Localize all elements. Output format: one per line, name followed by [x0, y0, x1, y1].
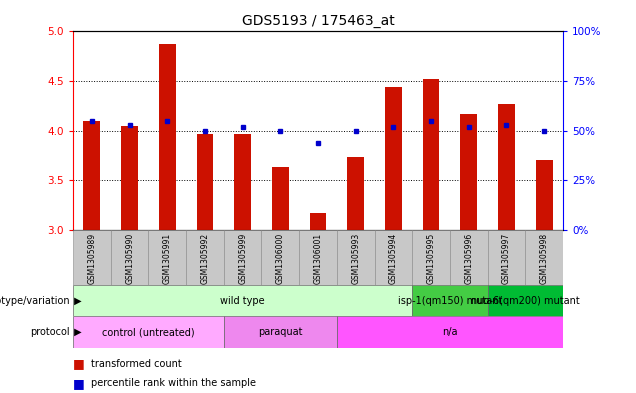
Bar: [412, 285, 488, 316]
Bar: [159, 44, 176, 230]
Bar: [83, 121, 100, 230]
Text: GSM1305996: GSM1305996: [464, 233, 473, 284]
Bar: [488, 230, 525, 285]
Text: percentile rank within the sample: percentile rank within the sample: [91, 378, 256, 388]
Bar: [224, 230, 261, 285]
Bar: [488, 285, 563, 316]
Bar: [272, 167, 289, 230]
Text: GSM1305995: GSM1305995: [427, 233, 436, 284]
Text: GSM1305991: GSM1305991: [163, 233, 172, 284]
Bar: [422, 79, 439, 230]
Bar: [299, 230, 337, 285]
Bar: [525, 230, 563, 285]
Text: nuo-6(qm200) mutant: nuo-6(qm200) mutant: [471, 296, 579, 306]
Text: ■: ■: [73, 357, 85, 370]
Text: GSM1305993: GSM1305993: [351, 233, 360, 284]
Bar: [73, 230, 111, 285]
Text: n/a: n/a: [442, 327, 457, 337]
Text: wild type: wild type: [220, 296, 265, 306]
Bar: [224, 316, 337, 348]
Bar: [347, 158, 364, 230]
Text: GSM1305997: GSM1305997: [502, 233, 511, 284]
Text: GSM1306001: GSM1306001: [314, 233, 322, 284]
Bar: [310, 213, 326, 230]
Text: isp-1(qm150) mutant: isp-1(qm150) mutant: [398, 296, 502, 306]
Bar: [73, 285, 412, 316]
Text: GSM1305999: GSM1305999: [238, 233, 247, 284]
Bar: [197, 134, 214, 230]
Text: GSM1306000: GSM1306000: [276, 233, 285, 284]
Text: ▶: ▶: [71, 296, 81, 306]
Text: GSM1305992: GSM1305992: [200, 233, 209, 284]
Bar: [385, 87, 402, 230]
Text: ■: ■: [73, 376, 85, 390]
Bar: [121, 126, 138, 230]
Bar: [536, 160, 553, 230]
Bar: [460, 114, 477, 230]
Bar: [498, 104, 515, 230]
Bar: [450, 230, 488, 285]
Text: GSM1305998: GSM1305998: [539, 233, 548, 284]
Text: ▶: ▶: [71, 327, 81, 337]
Text: control (untreated): control (untreated): [102, 327, 195, 337]
Bar: [234, 134, 251, 230]
Text: GSM1305990: GSM1305990: [125, 233, 134, 284]
Bar: [261, 230, 299, 285]
Bar: [111, 230, 148, 285]
Bar: [73, 316, 224, 348]
Text: GDS5193 / 175463_at: GDS5193 / 175463_at: [242, 14, 394, 28]
Text: GSM1305994: GSM1305994: [389, 233, 398, 284]
Bar: [375, 230, 412, 285]
Bar: [148, 230, 186, 285]
Bar: [186, 230, 224, 285]
Bar: [412, 230, 450, 285]
Text: protocol: protocol: [31, 327, 70, 337]
Bar: [337, 316, 563, 348]
Text: GSM1305989: GSM1305989: [88, 233, 97, 284]
Text: paraquat: paraquat: [258, 327, 303, 337]
Text: genotype/variation: genotype/variation: [0, 296, 70, 306]
Text: transformed count: transformed count: [91, 358, 182, 369]
Bar: [337, 230, 375, 285]
